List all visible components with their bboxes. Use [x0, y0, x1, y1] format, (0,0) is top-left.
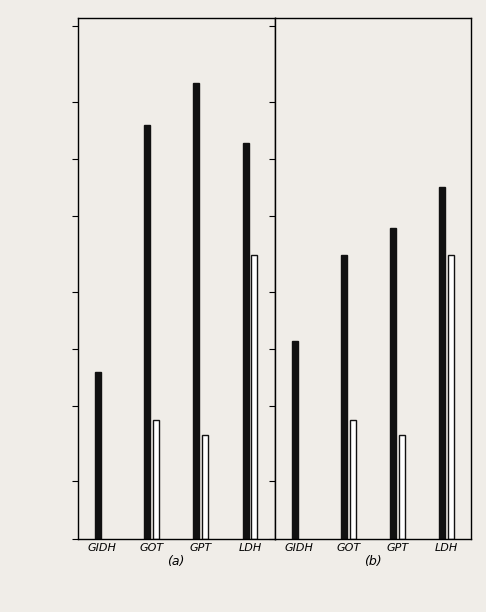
- Bar: [399, 435, 405, 539]
- Bar: [202, 435, 208, 539]
- Bar: [292, 341, 298, 539]
- Bar: [251, 255, 258, 539]
- Bar: [193, 83, 199, 539]
- Bar: [350, 420, 356, 539]
- Bar: [243, 143, 248, 539]
- Bar: [390, 228, 396, 539]
- Bar: [153, 420, 159, 539]
- Bar: [341, 255, 347, 539]
- X-axis label: (a): (a): [168, 555, 185, 568]
- Bar: [439, 187, 445, 539]
- Bar: [448, 255, 454, 539]
- Bar: [144, 125, 150, 539]
- X-axis label: (b): (b): [364, 555, 382, 568]
- Bar: [95, 373, 101, 539]
